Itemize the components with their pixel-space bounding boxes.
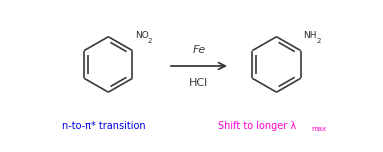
Text: max: max — [311, 126, 326, 132]
Text: HCl: HCl — [189, 78, 209, 88]
Text: NH: NH — [303, 31, 316, 40]
Text: Shift to longer λ: Shift to longer λ — [218, 121, 296, 131]
Text: NO: NO — [135, 31, 149, 40]
Text: 2: 2 — [147, 38, 152, 44]
Text: 2: 2 — [316, 38, 321, 44]
Text: n-to-π* transition: n-to-π* transition — [62, 121, 146, 131]
Text: Fe: Fe — [192, 45, 206, 55]
